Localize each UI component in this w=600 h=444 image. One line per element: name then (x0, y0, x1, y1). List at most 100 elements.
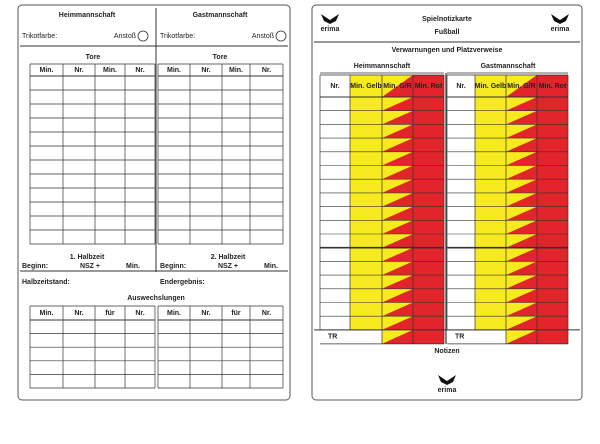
label: Endergebnis: (160, 279, 205, 286)
red-triangle (506, 275, 537, 289)
logo-mark (438, 375, 456, 385)
label: Gastmannschaft (193, 12, 249, 19)
red-triangle (506, 316, 537, 330)
red-triangle (506, 97, 537, 111)
label: Nr. (74, 67, 83, 74)
label: Tore (213, 54, 228, 61)
label: Min. (103, 67, 117, 74)
logo-text: erima (321, 26, 340, 33)
label: Min. Gelb (475, 83, 507, 90)
red-triangle (382, 261, 413, 276)
label: Nr. (201, 67, 210, 74)
label: Spielnotizkarte (422, 16, 472, 23)
label: für (105, 310, 115, 317)
label: Min. Gelb (350, 83, 382, 90)
label: Min. G/R (383, 83, 411, 90)
red-triangle (506, 124, 537, 139)
red-triangle (506, 302, 537, 317)
cell (350, 75, 382, 330)
label: Gastmannschaft (481, 63, 537, 70)
label: Heimmannschaft (59, 12, 116, 19)
red-triangle (382, 75, 413, 97)
label: Auswechslungen (127, 295, 185, 302)
logo-text: erima (438, 387, 457, 394)
red-triangle (382, 165, 413, 180)
red-triangle (382, 206, 413, 221)
logo-mark (551, 14, 569, 24)
red-triangle (382, 316, 413, 330)
cell (413, 75, 444, 330)
red-triangle (506, 261, 537, 276)
label: Nr. (456, 83, 465, 90)
red-triangle (506, 179, 537, 193)
red-triangle (382, 302, 413, 317)
label: Nr. (135, 67, 144, 74)
red-triangle (382, 97, 413, 111)
label: Trikotfarbe: (160, 33, 195, 40)
cell (413, 329, 444, 344)
label: Nr. (262, 310, 271, 317)
red-triangle (506, 206, 537, 221)
label: Beginn: (160, 263, 186, 270)
cell (537, 329, 568, 344)
red-triangle (506, 151, 537, 166)
red-triangle (382, 179, 413, 193)
label: Anstoß (114, 33, 136, 40)
logo-mark (321, 14, 339, 24)
label: Notizen (434, 348, 459, 355)
cell (537, 75, 568, 330)
label: 2. Halbzeit (211, 254, 246, 261)
label: Fußball (435, 29, 460, 36)
label: Nr. (330, 83, 339, 90)
label: Nr. (201, 310, 210, 317)
label: NSZ + (218, 263, 238, 270)
label: Min. (40, 67, 54, 74)
label: Min. (167, 67, 181, 74)
label: Verwarnungen und Platzverweise (392, 47, 503, 54)
label: Min. Rot (539, 83, 567, 90)
cell (475, 75, 506, 330)
red-triangle (382, 247, 413, 262)
red-triangle (382, 151, 413, 166)
red-triangle (506, 138, 537, 152)
label: Tore (86, 54, 101, 61)
red-triangle (506, 329, 537, 344)
red-triangle (382, 288, 413, 303)
red-triangle (382, 329, 413, 344)
red-triangle (382, 124, 413, 139)
red-triangle (506, 234, 537, 248)
logo-text: erima (551, 26, 570, 33)
red-triangle (382, 110, 413, 125)
red-triangle (382, 138, 413, 152)
label: Heimmannschaft (354, 63, 411, 70)
label: Anstoß (252, 33, 274, 40)
label: Min. (167, 310, 181, 317)
label: Nr. (262, 67, 271, 74)
red-triangle (506, 75, 537, 97)
red-triangle (506, 220, 537, 234)
label: 1. Halbzeit (70, 254, 105, 261)
label: für (231, 310, 241, 317)
label: Min. G/R (507, 83, 535, 90)
label: Trikotfarbe: (22, 33, 57, 40)
red-triangle (506, 165, 537, 180)
label: Min. Rot (415, 83, 443, 90)
label: Nr. (135, 310, 144, 317)
red-triangle (382, 275, 413, 289)
red-triangle (506, 247, 537, 262)
label: Min. (264, 263, 278, 270)
label: Beginn: (22, 263, 48, 270)
label: Min. (40, 310, 54, 317)
red-triangle (382, 234, 413, 248)
red-triangle (506, 192, 537, 207)
red-triangle (506, 110, 537, 125)
label: Halbzeitstand: (22, 279, 70, 286)
label: Min. (126, 263, 140, 270)
red-triangle (382, 192, 413, 207)
label: Nr. (74, 310, 83, 317)
label: TR (455, 334, 464, 341)
label: TR (328, 334, 337, 341)
label: Min. (229, 67, 243, 74)
red-triangle (506, 288, 537, 303)
